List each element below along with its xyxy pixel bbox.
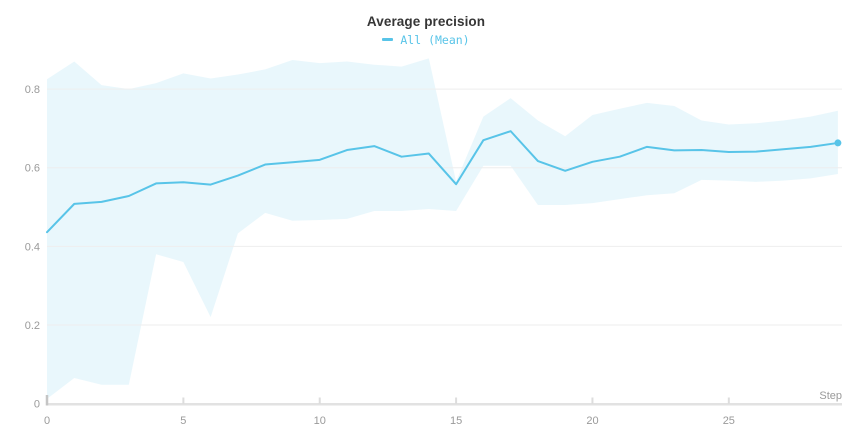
y-tick-label: 0: [34, 399, 40, 411]
x-tick-label: 15: [450, 415, 462, 427]
x-tick-label: 20: [586, 415, 598, 427]
y-tick-label: 0.8: [25, 84, 40, 96]
legend-line-marker-icon: [382, 38, 394, 41]
y-tick-label: 0.6: [25, 163, 40, 175]
x-tick-label: 10: [314, 415, 326, 427]
x-tick-label: 5: [180, 415, 186, 427]
mean-line: [46, 130, 839, 234]
x-tick-label: 25: [723, 415, 735, 427]
minmax-band: [47, 58, 838, 399]
last-point-marker: [834, 139, 842, 147]
y-tick-label: 0.2: [25, 320, 40, 332]
chart-title: Average precision: [366, 14, 486, 29]
legend[interactable]: All (Mean): [0, 33, 852, 47]
y-tick-label: 0.4: [25, 241, 40, 253]
x-axis-title: Step: [819, 390, 842, 402]
legend-label: All (Mean): [400, 33, 470, 47]
chart-header: Average precision All (Mean): [0, 0, 852, 47]
x-tick-label: 0: [44, 415, 50, 427]
